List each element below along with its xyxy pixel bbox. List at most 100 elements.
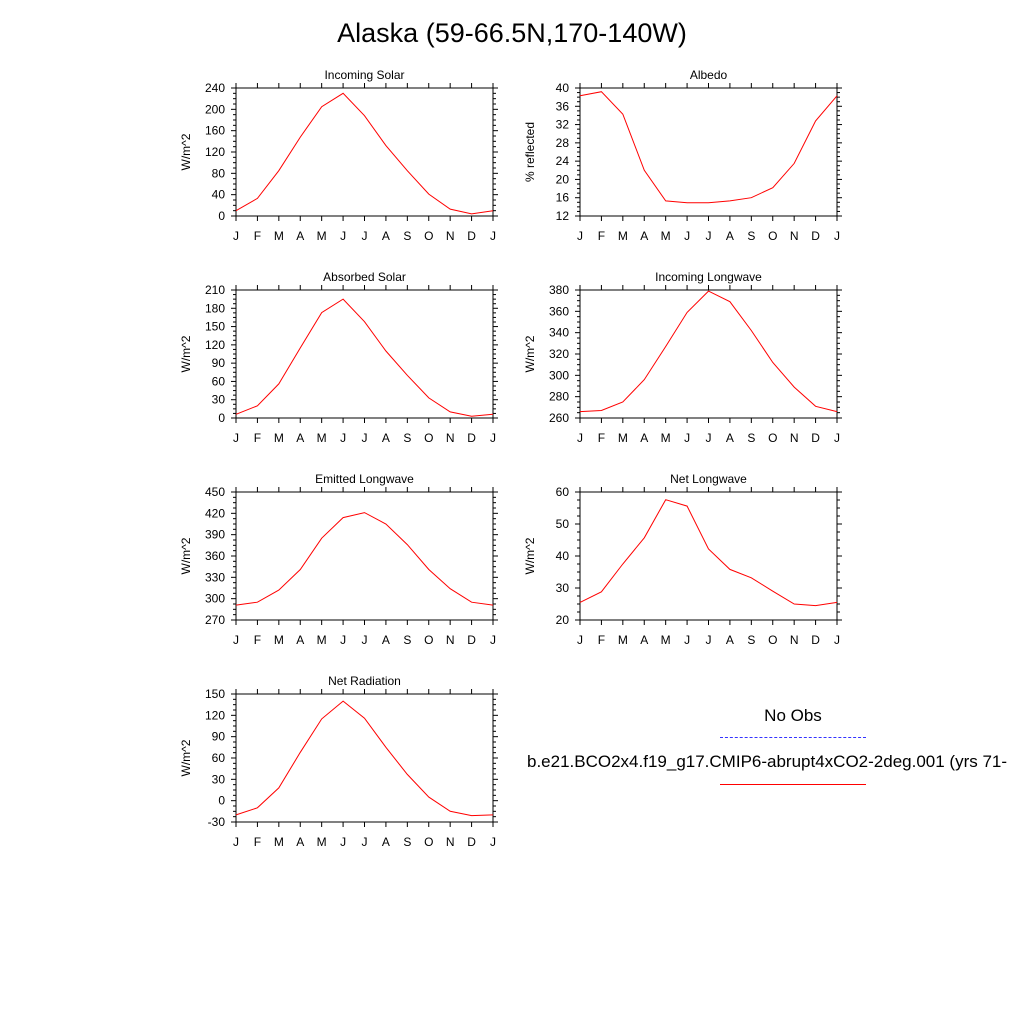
x-tick-label: J [340,431,346,445]
x-tick-label: N [446,633,455,647]
y-axis-label: W/m^2 [523,537,537,574]
x-tick-label: A [726,431,734,445]
y-tick-label: 20 [556,172,570,186]
y-tick-label: 30 [556,581,570,595]
panel-title: Absorbed Solar [323,270,406,284]
y-tick-label: 20 [556,613,570,627]
y-tick-label: 80 [212,166,226,180]
x-tick-label: J [706,431,712,445]
x-tick-label: A [296,431,304,445]
y-tick-label: 200 [205,102,225,116]
x-tick-label: M [317,835,327,849]
plot-frame [579,289,838,419]
x-tick-label: N [446,229,455,243]
x-tick-label: F [598,229,605,243]
x-tick-label: M [274,229,284,243]
x-tick-label: M [317,229,327,243]
x-tick-label: A [640,229,648,243]
x-tick-label: O [424,229,433,243]
y-axis-label: W/m^2 [179,739,193,776]
legend: No Obs b.e21.BCO2x4.f19_g17.CMIP6-abrupt… [520,700,1024,800]
y-tick-label: 30 [212,772,226,786]
y-axis-label: W/m^2 [523,335,537,372]
x-tick-label: J [340,835,346,849]
legend-model-line [720,784,866,785]
x-tick-label: J [834,431,840,445]
y-tick-label: 450 [205,485,225,499]
x-tick-label: J [577,431,583,445]
y-tick-label: 210 [205,283,225,297]
y-tick-label: 360 [549,304,569,318]
x-tick-label: O [424,835,433,849]
x-tick-label: N [790,633,799,647]
x-tick-label: O [768,431,777,445]
x-tick-label: O [424,431,433,445]
y-tick-label: 240 [205,81,225,95]
y-tick-label: 36 [556,99,570,113]
legend-model-label: b.e21.BCO2x4.f19_g17.CMIP6-abrupt4xCO2-2… [527,752,1008,771]
x-tick-label: M [618,633,628,647]
x-tick-label: J [834,633,840,647]
x-tick-label: A [296,229,304,243]
x-tick-label: A [296,835,304,849]
y-tick-label: 40 [212,188,226,202]
x-tick-label: J [233,229,239,243]
y-axis-label: W/m^2 [179,537,193,574]
x-tick-label: O [768,633,777,647]
x-tick-label: J [362,835,368,849]
y-tick-label: 340 [549,326,569,340]
y-tick-label: 50 [556,517,570,531]
y-tick-label: 60 [556,485,570,499]
x-tick-label: J [362,633,368,647]
y-tick-label: 120 [205,145,225,159]
x-tick-label: S [747,229,755,243]
y-tick-label: 300 [205,592,225,606]
x-tick-label: N [446,835,455,849]
y-tick-label: 300 [549,368,569,382]
x-tick-label: A [640,431,648,445]
y-tick-label: 120 [205,708,225,722]
x-tick-label: A [382,633,390,647]
panel-title: Net Radiation [328,674,401,688]
panel-title: Net Longwave [670,472,747,486]
x-tick-label: J [577,229,583,243]
series-line [579,290,838,413]
x-tick-label: N [790,229,799,243]
panel-title: Albedo [690,68,728,82]
y-tick-label: 90 [212,730,226,744]
x-tick-label: A [382,229,390,243]
x-tick-label: D [467,431,476,445]
x-tick-label: M [618,229,628,243]
y-tick-label: 320 [549,347,569,361]
x-tick-label: S [747,633,755,647]
x-tick-label: S [747,431,755,445]
y-tick-label: 40 [556,549,570,563]
y-tick-label: 150 [205,687,225,701]
series-line [235,512,494,606]
y-tick-label: 0 [218,794,225,808]
y-axis-label: W/m^2 [179,133,193,170]
x-tick-label: N [446,431,455,445]
x-tick-label: M [317,633,327,647]
plot-frame [235,87,494,217]
x-tick-label: J [233,633,239,647]
x-tick-label: O [424,633,433,647]
y-tick-label: 16 [556,191,570,205]
y-tick-label: 160 [205,124,225,138]
x-tick-label: M [661,431,671,445]
x-tick-label: A [382,431,390,445]
plot-frame [235,491,494,621]
y-tick-label: 180 [205,301,225,315]
x-tick-label: F [254,431,261,445]
y-tick-label: 270 [205,613,225,627]
x-tick-label: F [254,229,261,243]
plot-frame [235,289,494,419]
y-axis-label: W/m^2 [179,335,193,372]
x-tick-label: M [661,633,671,647]
y-tick-label: 260 [549,411,569,425]
panel-title: Incoming Longwave [655,270,762,284]
x-tick-label: F [598,431,605,445]
